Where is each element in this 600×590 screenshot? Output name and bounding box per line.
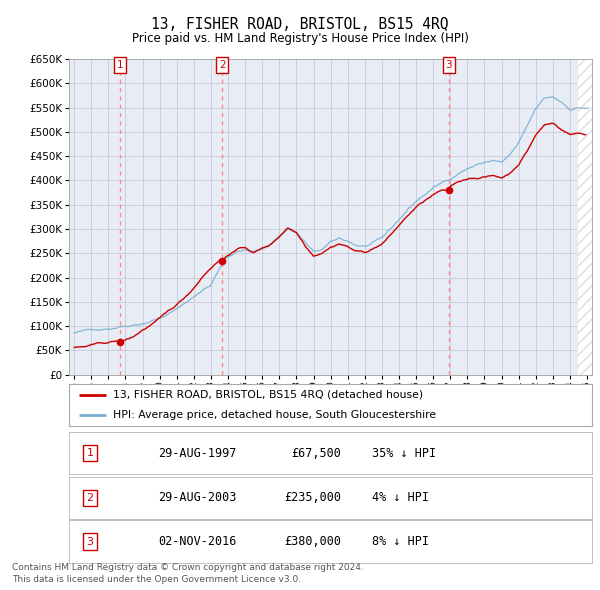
Text: 1: 1 bbox=[116, 60, 123, 70]
Text: This data is licensed under the Open Government Licence v3.0.: This data is licensed under the Open Gov… bbox=[12, 575, 301, 584]
Text: £380,000: £380,000 bbox=[284, 535, 341, 548]
Text: £235,000: £235,000 bbox=[284, 491, 341, 504]
Text: Contains HM Land Registry data © Crown copyright and database right 2024.: Contains HM Land Registry data © Crown c… bbox=[12, 563, 364, 572]
Bar bbox=[577, 59, 592, 375]
Text: 2: 2 bbox=[86, 493, 94, 503]
Text: 4% ↓ HPI: 4% ↓ HPI bbox=[373, 491, 430, 504]
Text: Price paid vs. HM Land Registry's House Price Index (HPI): Price paid vs. HM Land Registry's House … bbox=[131, 32, 469, 45]
Text: 3: 3 bbox=[446, 60, 452, 70]
Text: 29-AUG-2003: 29-AUG-2003 bbox=[158, 491, 236, 504]
Text: 02-NOV-2016: 02-NOV-2016 bbox=[158, 535, 236, 548]
Bar bbox=[577, 59, 592, 375]
Text: 13, FISHER ROAD, BRISTOL, BS15 4RQ: 13, FISHER ROAD, BRISTOL, BS15 4RQ bbox=[151, 17, 449, 31]
Text: 1: 1 bbox=[86, 448, 94, 458]
Text: 2: 2 bbox=[219, 60, 226, 70]
Text: 29-AUG-1997: 29-AUG-1997 bbox=[158, 447, 236, 460]
Text: £67,500: £67,500 bbox=[291, 447, 341, 460]
Text: 35% ↓ HPI: 35% ↓ HPI bbox=[373, 447, 437, 460]
Text: 3: 3 bbox=[86, 537, 94, 546]
Text: HPI: Average price, detached house, South Gloucestershire: HPI: Average price, detached house, Sout… bbox=[113, 409, 437, 419]
Text: 13, FISHER ROAD, BRISTOL, BS15 4RQ (detached house): 13, FISHER ROAD, BRISTOL, BS15 4RQ (deta… bbox=[113, 390, 424, 400]
Text: 8% ↓ HPI: 8% ↓ HPI bbox=[373, 535, 430, 548]
